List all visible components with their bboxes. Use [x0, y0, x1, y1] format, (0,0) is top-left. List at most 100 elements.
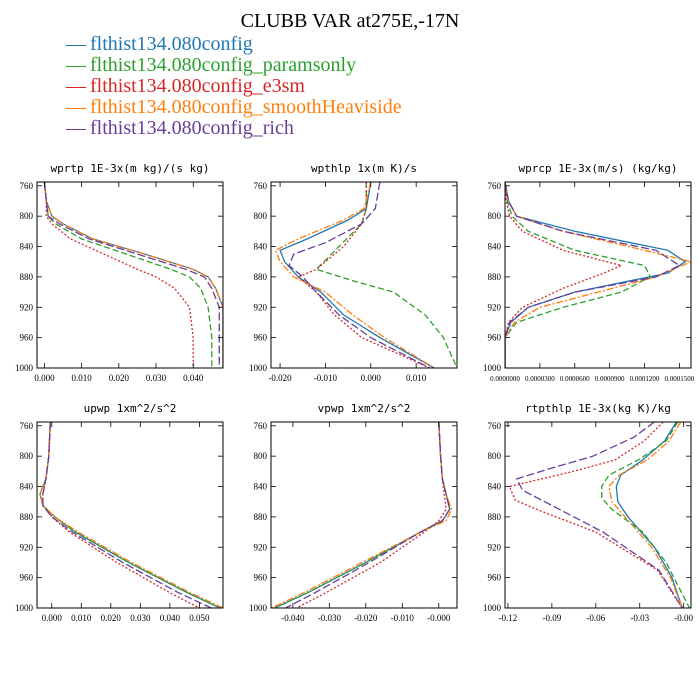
series-line — [608, 422, 683, 608]
series-line — [505, 182, 687, 368]
chart-panel: rtpthlp 1E-3x(kg K)/kg 760 800 840 880 920 960… — [483, 402, 694, 623]
chart-panel: wpthlp 1x(m K)/s7608008408809209601000-0… — [249, 162, 458, 383]
y-tick-label: 880 — [254, 272, 268, 282]
plot-frame — [504, 421, 692, 609]
series-line — [39, 422, 221, 608]
y-tick-label: 920 — [20, 302, 34, 312]
y-tick-label: 760 — [488, 421, 502, 431]
y-tick-label: 920 — [254, 302, 268, 312]
y-tick-label: 800 — [488, 211, 502, 221]
x-tick-label: 0.020 — [101, 613, 122, 623]
y-tick-label: 880 — [488, 512, 502, 522]
x-tick-label: -0.000 — [427, 613, 451, 623]
legend-line-marker: — — [65, 75, 87, 97]
x-tick-label: -0.040 — [281, 613, 305, 623]
x-tick-label: 0.0000600 — [560, 375, 590, 383]
series-line — [42, 422, 200, 608]
series-line — [43, 182, 220, 368]
series-line — [274, 422, 451, 608]
x-tick-label: 0.040 — [160, 613, 181, 623]
x-tick-label: -0.010 — [391, 613, 415, 623]
x-tick-label: 0.0000300 — [525, 375, 555, 383]
x-tick-label: 0.0001500 — [665, 375, 695, 383]
x-tick-label: 0.0001200 — [630, 375, 660, 383]
y-tick-label: 880 — [488, 272, 502, 282]
panel-title: wprtp 1E-3x(m kg)/(s kg) — [51, 162, 210, 175]
y-tick-label: 840 — [20, 482, 34, 492]
chart-panel: wprcp 1E-3x(m/s) (kg/kg) 760 800 840 880 920 9… — [483, 162, 695, 383]
x-tick-label: 0.050 — [189, 613, 210, 623]
series-line — [39, 422, 223, 608]
y-tick-label: 880 — [20, 272, 34, 282]
legend-line-marker: — — [65, 117, 87, 139]
y-tick-label: 800 — [254, 451, 268, 461]
legend-entry: flthist134.080config — [90, 33, 253, 55]
x-tick-label: -0.010 — [314, 373, 338, 383]
y-tick-label: 960 — [254, 573, 268, 583]
y-tick-label: 960 — [254, 333, 268, 343]
y-tick-label: 960 — [488, 333, 502, 343]
x-tick-label: 0.000 — [361, 373, 382, 383]
y-tick-label: 1000 — [483, 603, 502, 613]
series-line — [296, 182, 431, 368]
y-tick-label: 1000 — [483, 363, 502, 373]
x-tick-label: -0.06 — [586, 613, 605, 623]
series-line — [285, 422, 451, 608]
y-tick-label: 920 — [20, 542, 34, 552]
series-line — [43, 182, 213, 368]
y-tick-label: 1000 — [15, 363, 34, 373]
y-tick-label: 880 — [254, 512, 268, 522]
panel-title: rtpthlp 1E-3x(kg K)/kg — [525, 402, 671, 415]
y-tick-label: 920 — [488, 302, 502, 312]
series-line — [505, 182, 652, 368]
y-tick-label: 920 — [488, 542, 502, 552]
y-tick-label: 760 — [254, 181, 268, 191]
series-line — [615, 422, 683, 608]
series-line — [315, 182, 457, 368]
y-tick-label: 760 — [488, 181, 502, 191]
legend-line-marker: — — [65, 54, 87, 76]
series-line — [39, 422, 221, 608]
y-tick-label: 800 — [254, 211, 268, 221]
x-tick-label: -0.03 — [630, 613, 649, 623]
series-line — [43, 182, 223, 368]
y-tick-label: 960 — [488, 573, 502, 583]
series-line — [43, 182, 223, 368]
legend-entry: flthist134.080config_paramsonly — [90, 54, 356, 76]
plot-frame — [36, 181, 224, 369]
plot-frame — [504, 181, 692, 369]
legend-line-marker: — — [65, 33, 87, 55]
y-tick-label: 920 — [254, 542, 268, 552]
y-tick-label: 960 — [20, 573, 34, 583]
plot-frame — [36, 421, 224, 609]
series-line — [296, 422, 447, 608]
panel-title: wpthlp 1x(m K)/s — [311, 162, 417, 175]
panel-title: vpwp 1xm^2/s^2 — [318, 402, 411, 415]
panel-title: upwp 1xm^2/s^2 — [84, 402, 177, 415]
x-tick-label: 0.040 — [183, 373, 204, 383]
series-line — [505, 182, 691, 368]
x-tick-label: 0.030 — [146, 373, 167, 383]
y-tick-label: 760 — [20, 421, 34, 431]
x-tick-label: 0.010 — [71, 613, 92, 623]
y-tick-label: 840 — [254, 482, 268, 492]
y-tick-label: 1000 — [249, 603, 268, 613]
y-tick-label: 800 — [488, 451, 502, 461]
y-tick-label: 840 — [20, 242, 34, 252]
y-tick-label: 840 — [488, 482, 502, 492]
x-tick-label: 0.010 — [72, 373, 93, 383]
plot-frame — [270, 181, 458, 369]
y-tick-label: 1000 — [15, 603, 34, 613]
y-tick-label: 840 — [254, 242, 268, 252]
y-tick-label: 760 — [20, 181, 34, 191]
legend-line-marker: — — [65, 96, 87, 118]
x-tick-label: -0.09 — [542, 613, 561, 623]
legend: — flthist134.080config— flthist134.080conf… — [65, 33, 402, 139]
x-tick-label: -0.030 — [318, 613, 342, 623]
x-tick-label: 0.010 — [406, 373, 427, 383]
x-tick-label: -0.12 — [499, 613, 518, 623]
legend-entry: flthist134.080config_smoothHeaviside — [90, 96, 402, 118]
x-tick-label: 0.0000000 — [490, 375, 520, 383]
series-line — [274, 182, 435, 368]
